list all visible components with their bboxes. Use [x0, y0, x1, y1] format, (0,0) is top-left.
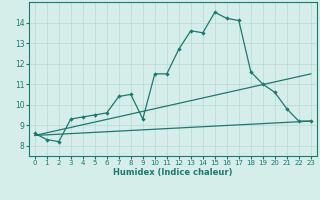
X-axis label: Humidex (Indice chaleur): Humidex (Indice chaleur)	[113, 168, 233, 177]
